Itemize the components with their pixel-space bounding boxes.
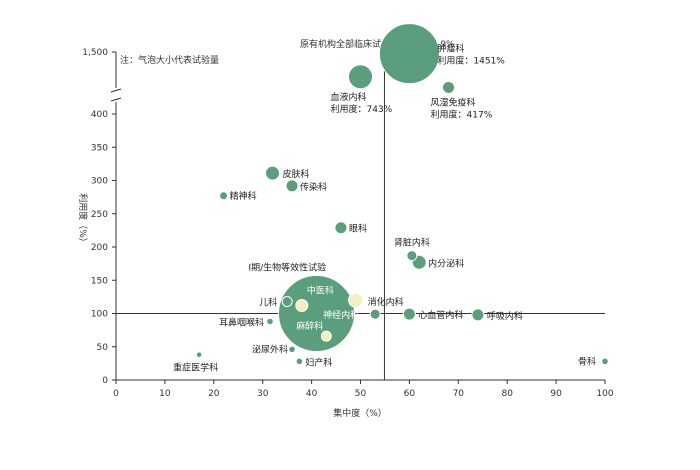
x-tick-label: 50: [355, 389, 367, 399]
bubble-label: 精神科: [230, 190, 257, 202]
bubble-label: 麻醉科: [296, 320, 323, 332]
y-tick-label: 1,500: [82, 48, 108, 58]
bubble-label: 妇产科: [305, 356, 332, 368]
bubble-sublabel: 利用度：417%: [431, 108, 493, 120]
x-tick-label: 0: [113, 389, 119, 399]
bubble: [334, 221, 348, 235]
bubble-label: 儿科: [259, 297, 277, 309]
axis-break-mark: [110, 88, 122, 93]
x-tick-label: 70: [453, 389, 465, 399]
bubbles: [196, 23, 609, 365]
bubble-label: 神经内科: [323, 309, 359, 321]
y-tick-label: 300: [91, 177, 108, 187]
bubble-label: 眼科: [349, 223, 367, 235]
y-tick-label: 50: [97, 343, 109, 353]
y-axis-title: 利用度（%）: [77, 193, 89, 247]
bubble: [277, 275, 355, 352]
bubble-sublabel: 利用度：1451%: [437, 55, 505, 67]
bubble-label: 血液内科: [331, 91, 367, 103]
bubble-label: 风湿免疫科: [431, 96, 476, 108]
x-tick-label: 20: [208, 389, 220, 399]
bubble-label: 肾脏内科: [394, 237, 430, 249]
bubble: [296, 358, 303, 365]
x-tick-label: 90: [550, 389, 562, 399]
bubble: [471, 308, 485, 322]
y-tick-label: 100: [91, 310, 108, 320]
bubble-label: 内分泌科: [428, 257, 464, 269]
bubble: [348, 64, 373, 90]
bubble-label: 消化内科: [368, 296, 404, 308]
bubble: [348, 292, 364, 308]
x-tick-label: 30: [257, 389, 269, 399]
bubble: [295, 299, 309, 313]
bubble: [320, 330, 332, 342]
bubble: [288, 346, 296, 353]
bubble: [196, 351, 202, 358]
bubble: [442, 80, 456, 94]
bubble-label: 重症医学科: [173, 362, 218, 374]
chart-note: 注：气泡大小代表试验量: [120, 54, 219, 66]
x-axis-title: 集中度（%）: [333, 407, 387, 419]
x-tick-label: 60: [404, 389, 416, 399]
bubble-label: 骨科: [578, 355, 596, 367]
bubble-label: 中医科: [307, 285, 334, 297]
bubble-label: 呼吸内科: [487, 310, 523, 322]
x-tick-label: 40: [306, 389, 318, 399]
bubble: [285, 179, 299, 193]
x-tick-label: 80: [501, 389, 513, 399]
bubble-label: 皮肤科: [282, 168, 309, 180]
bubble-label: I期/生物等效性试验: [248, 262, 326, 274]
bubble: [406, 250, 418, 262]
bubble: [369, 308, 381, 320]
y-tick-label: 0: [102, 376, 108, 386]
y-tick-label: 150: [91, 276, 108, 286]
x-tick-label: 100: [596, 389, 613, 399]
axis-break-mark: [110, 97, 122, 102]
bubble: [402, 307, 416, 321]
x-tick-label: 10: [159, 389, 171, 399]
y-tick-label: 250: [91, 210, 108, 220]
axes: 0 10 20 30 40 50 60 70 80 90 100 0 50 100 150 200 250 300…: [82, 48, 614, 399]
y-tick-label: 200: [91, 243, 108, 253]
y-tick-label: 400: [91, 110, 108, 120]
bubble-label: 心血管内科: [418, 309, 463, 321]
bubble-label: 耳鼻咽喉科: [219, 316, 264, 328]
bubble: [264, 165, 280, 181]
reference-lines: [116, 52, 605, 380]
bubble-label: 传染科: [300, 181, 327, 193]
bubble: [378, 23, 440, 85]
bubble: [601, 358, 609, 365]
bubble: [266, 318, 274, 325]
bubble: [219, 191, 229, 201]
bubble-label: 泌尿外科: [252, 343, 288, 355]
bubble: [281, 296, 293, 308]
y-tick-label: 350: [91, 143, 108, 153]
bubble-sublabel: 利用度：743%: [331, 103, 393, 115]
bubble-label: 肿瘤科: [437, 43, 464, 55]
